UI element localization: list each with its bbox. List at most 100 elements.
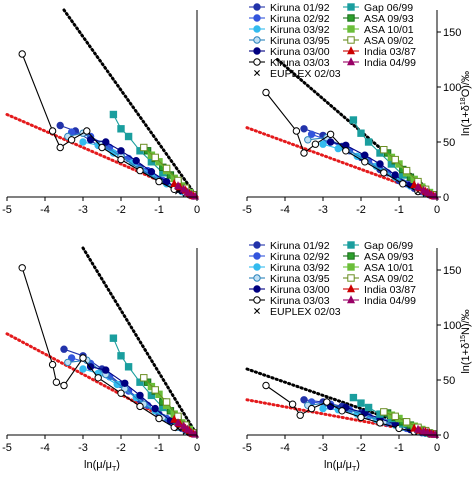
data-point-kiruna-03-03-1 — [288, 400, 297, 408]
legend-item-kiruna-03-00: Kiruna 03/00 — [249, 46, 330, 58]
legend-label-kiruna-02-92: Kiruna 02/92 — [270, 13, 330, 25]
y-tick-label-1: 50 — [443, 375, 455, 387]
data-point-gap-06-99-4 — [147, 391, 156, 400]
legend-label-kiruna-03-03: Kiruna 03/03 — [270, 57, 330, 69]
data-point-gap-06-99-1 — [117, 352, 125, 360]
data-point-gap-06-99-0 — [349, 116, 358, 124]
data-point-kiruna-03-00-3 — [136, 391, 144, 400]
legend-label-kiruna-01-92: Kiruna 01/92 — [270, 2, 330, 14]
data-point-kiruna-03-03-7 — [136, 402, 144, 411]
data-point-kiruna-03-03-1 — [292, 127, 301, 135]
legend-item-euplex-02-03: EUPLEX 02/03 — [254, 68, 341, 80]
legend-label-asa-10-01: ASA 10/01 — [364, 24, 414, 36]
x-tick-label-4: -1 — [394, 442, 404, 454]
data-point-kiruna-01-92-0 — [300, 396, 308, 404]
x-tick-label-0: -5 — [242, 204, 252, 216]
panel-bottom-right: -5 -4 -3 -2 -1 0 ln(μ/μT) 0 50 100 150 ln(1+δ15N)/‰… — [242, 240, 472, 473]
data-point-kiruna-01-92-0 — [300, 125, 308, 133]
data-point-gap-06-99-0 — [349, 393, 358, 402]
legend-item-kiruna-03-92: Kiruna 03/92 — [249, 262, 330, 274]
data-point-asa-09-02-2 — [402, 418, 411, 426]
legend-marker-india-04-99 — [346, 57, 356, 66]
legend-label-asa-09-93: ASA 09/93 — [364, 13, 414, 25]
legend-item-gap-06-99: Gap 06/99 — [343, 2, 413, 14]
data-point-kiruna-03-03-8 — [399, 180, 407, 188]
data-point-asa-09-02-2 — [162, 164, 171, 173]
data-point-kiruna-03-92-0 — [319, 404, 327, 413]
x-tick-label-1: -4 — [280, 442, 290, 454]
panel-top-right: -5 -4 -3 -2 -1 00 50 100 150 ln(1+δ18O)/‰ Kiruna 0… — [242, 2, 472, 216]
legend-item-kiruna-03-92: Kiruna 03/92 — [249, 24, 330, 36]
data-point-kiruna-03-03-2 — [52, 378, 61, 386]
legend-item-euplex-02-03: EUPLEX 02/03 — [254, 306, 341, 318]
y-tick-label-3: 150 — [443, 265, 461, 277]
legend-label-asa-09-02: ASA 09/02 — [364, 35, 414, 47]
data-point-india-04-99-0 — [173, 181, 183, 190]
data-point-gap-06-99-2 — [124, 132, 133, 141]
data-point-kiruna-03-00-5 — [162, 177, 171, 186]
legend-item-asa-09-02: ASA 09/02 — [343, 35, 414, 47]
data-point-kiruna-03-92-0 — [79, 138, 87, 146]
data-point-kiruna-03-92-0 — [79, 365, 87, 373]
x-tick-label-5: 0 — [194, 442, 200, 454]
data-point-kiruna-03-03-5 — [98, 143, 106, 152]
legend-marker-kiruna-03-92 — [253, 25, 261, 33]
legend-item-kiruna-02-92: Kiruna 02/92 — [249, 13, 330, 25]
data-point-kiruna-03-92-0 — [319, 140, 327, 148]
legend-label-kiruna-03-00: Kiruna 03/00 — [270, 284, 330, 296]
x-tick-label-0: -5 — [2, 442, 12, 454]
data-point-kiruna-03-03-2 — [296, 411, 304, 419]
data-point-asa-09-02-1 — [391, 412, 399, 421]
data-point-kiruna-03-03-7 — [380, 169, 388, 177]
legend-marker-asa-09-93 — [347, 252, 355, 260]
data-point-india-04-99-1 — [179, 184, 188, 193]
data-point-india-03-87-0 — [170, 178, 179, 187]
legend-marker-gap-06-99 — [347, 3, 355, 11]
data-point-gap-06-99-1 — [357, 129, 365, 137]
x-tick-label-1: -4 — [40, 442, 50, 454]
y-tick-label-0: 0 — [443, 192, 449, 204]
legend-item-gap-06-99: Gap 06/99 — [343, 240, 413, 252]
legend-label-india-04-99: India 04/99 — [364, 295, 416, 307]
x-tick-label-1: -4 — [280, 204, 290, 216]
legend-marker-asa-09-02 — [347, 274, 355, 282]
y-tick-label-2: 100 — [443, 320, 461, 332]
legend-label-kiruna-03-92: Kiruna 03/92 — [270, 24, 330, 36]
y-tick-label-3: 150 — [443, 27, 461, 39]
data-point-gap-06-99-3 — [136, 378, 144, 386]
legend-label-kiruna-03-03: Kiruna 03/03 — [270, 295, 330, 307]
data-point-india-04-99-2 — [183, 187, 192, 196]
legend-item-kiruna-03-95: Kiruna 03/95 — [249, 273, 330, 285]
legend-label-asa-10-01: ASA 10/01 — [364, 262, 414, 274]
x-tick-label-4: -1 — [394, 204, 404, 216]
legend-marker-kiruna-03-95 — [253, 274, 261, 282]
legend-item-kiruna-03-00: Kiruna 03/00 — [249, 284, 330, 296]
x-tick-label-3: -2 — [356, 204, 366, 216]
x-tick-label-2: -3 — [318, 204, 328, 216]
legend-marker-kiruna-03-00 — [253, 285, 261, 293]
data-point-india-04-99-2 — [423, 187, 432, 196]
legend-marker-india-04-99 — [346, 295, 356, 304]
y-tick-label-0: 0 — [443, 430, 449, 442]
legend-label-india-04-99: India 04/99 — [364, 57, 416, 69]
x-tick-label-5: 0 — [434, 204, 440, 216]
legend-item-india-04-99: India 04/99 — [343, 295, 416, 307]
legend-item-kiruna-01-92: Kiruna 01/92 — [249, 2, 330, 14]
data-point-gap-06-99-2 — [364, 403, 373, 412]
legend-item-india-03-87: India 03/87 — [343, 284, 416, 296]
legend-label-asa-09-93: ASA 09/93 — [364, 251, 414, 263]
x-tick-label-2: -3 — [78, 442, 88, 454]
data-point-gap-06-99-1 — [357, 399, 365, 407]
data-point-kiruna-03-00-4 — [147, 168, 156, 176]
legend-marker-kiruna-03-92 — [253, 263, 261, 271]
data-point-kiruna-03-95-0 — [64, 358, 72, 367]
y-axis-label: ln(1+δ15N)/‰ — [460, 309, 472, 373]
data-point-asa-09-02-1 — [151, 153, 159, 162]
legend-item-asa-09-93: ASA 09/93 — [343, 251, 414, 263]
data-point-gap-06-99-1 — [117, 125, 125, 133]
data-point-kiruna-03-03-0 — [18, 264, 26, 272]
